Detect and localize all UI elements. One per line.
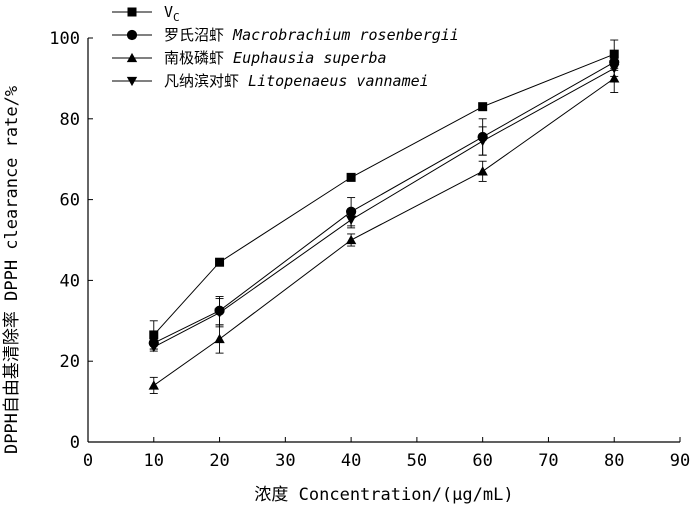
triangle-down-marker <box>214 308 225 318</box>
legend-label: 凡纳滨对虾 Litopenaeus vannamei <box>164 72 429 90</box>
y-tick-label: 60 <box>60 191 80 211</box>
triangle-up-marker <box>609 73 620 83</box>
y-tick-label: 40 <box>60 271 80 291</box>
y-tick-label: 0 <box>70 433 80 453</box>
square-marker <box>478 102 488 112</box>
x-tick-label: 10 <box>144 451 164 471</box>
square-marker <box>609 49 619 59</box>
y-axis-label: DPPH自由基清除率 DPPH clearance rate/% <box>2 86 22 454</box>
legend-entry-2: 罗氏沼虾 Macrobrachium rosenbergii <box>112 26 459 44</box>
series-line-2 <box>153 61 615 344</box>
x-tick-label: 0 <box>83 451 93 471</box>
square-marker <box>149 330 159 340</box>
x-axis-label: 浓度 Concentration/(μg/mL) <box>254 485 513 505</box>
triangle-down-marker <box>609 64 620 74</box>
x-tick-label: 60 <box>472 451 492 471</box>
x-tick-label: 50 <box>407 451 427 471</box>
y-tick-label: 20 <box>60 352 80 372</box>
triangle-up-marker <box>345 234 357 245</box>
square-marker <box>346 172 356 182</box>
legend-entry-1: VC <box>112 3 180 24</box>
triangle-up-marker <box>477 166 488 176</box>
x-tick-label: 70 <box>538 451 558 471</box>
series-line-1 <box>153 53 615 336</box>
legend-label: VC <box>164 3 180 24</box>
triangle-up-marker <box>214 333 225 344</box>
triangle-down-marker <box>126 76 138 87</box>
circle-marker <box>126 29 138 41</box>
legend-label-latin: Litopenaeus vannamei <box>239 72 429 90</box>
circle-marker <box>346 206 357 217</box>
legend-label-main: V <box>164 3 173 21</box>
series-line-3 <box>153 77 615 386</box>
x-tick-label: 90 <box>670 451 690 471</box>
x-tick-label: 20 <box>209 451 229 471</box>
legend-entry-4: 凡纳滨对虾 Litopenaeus vannamei <box>112 72 429 90</box>
x-tick-label: 30 <box>275 451 295 471</box>
legend-label-subscript: C <box>173 11 180 24</box>
y-tick-label: 80 <box>60 110 80 130</box>
triangle-down-marker <box>477 136 488 147</box>
square-marker <box>215 257 225 267</box>
series-lines <box>153 53 615 386</box>
legend-label: 南极磷虾 Euphausia superba <box>164 49 387 67</box>
triangle-down-marker <box>345 215 357 225</box>
axes: 0 10 20 30 40 50 60 70 80 90 0 20 40 60 80 100 <box>49 29 690 471</box>
square-marker <box>127 7 137 17</box>
legend-label-latin: Macrobrachium rosenbergii <box>224 26 459 44</box>
x-tick-label: 80 <box>604 451 624 471</box>
legend-label-main: 凡纳滨对虾 <box>164 72 239 90</box>
series-line-4 <box>153 67 615 348</box>
legend-entry-3: 南极磷虾 Euphausia superba <box>112 49 387 67</box>
legend-label-main: 南极磷虾 <box>164 49 224 67</box>
legend-label: 罗氏沼虾 Macrobrachium rosenbergii <box>164 26 459 44</box>
triangle-up-marker <box>126 52 138 63</box>
legend-label-main: 罗氏沼虾 <box>164 26 224 44</box>
data-markers <box>148 49 620 390</box>
x-tick-label: 40 <box>341 451 361 471</box>
y-tick-label: 100 <box>49 29 80 49</box>
legend-label-latin: Euphausia superba <box>224 49 387 67</box>
triangle-down-marker <box>148 342 159 353</box>
triangle-up-marker <box>148 380 159 390</box>
